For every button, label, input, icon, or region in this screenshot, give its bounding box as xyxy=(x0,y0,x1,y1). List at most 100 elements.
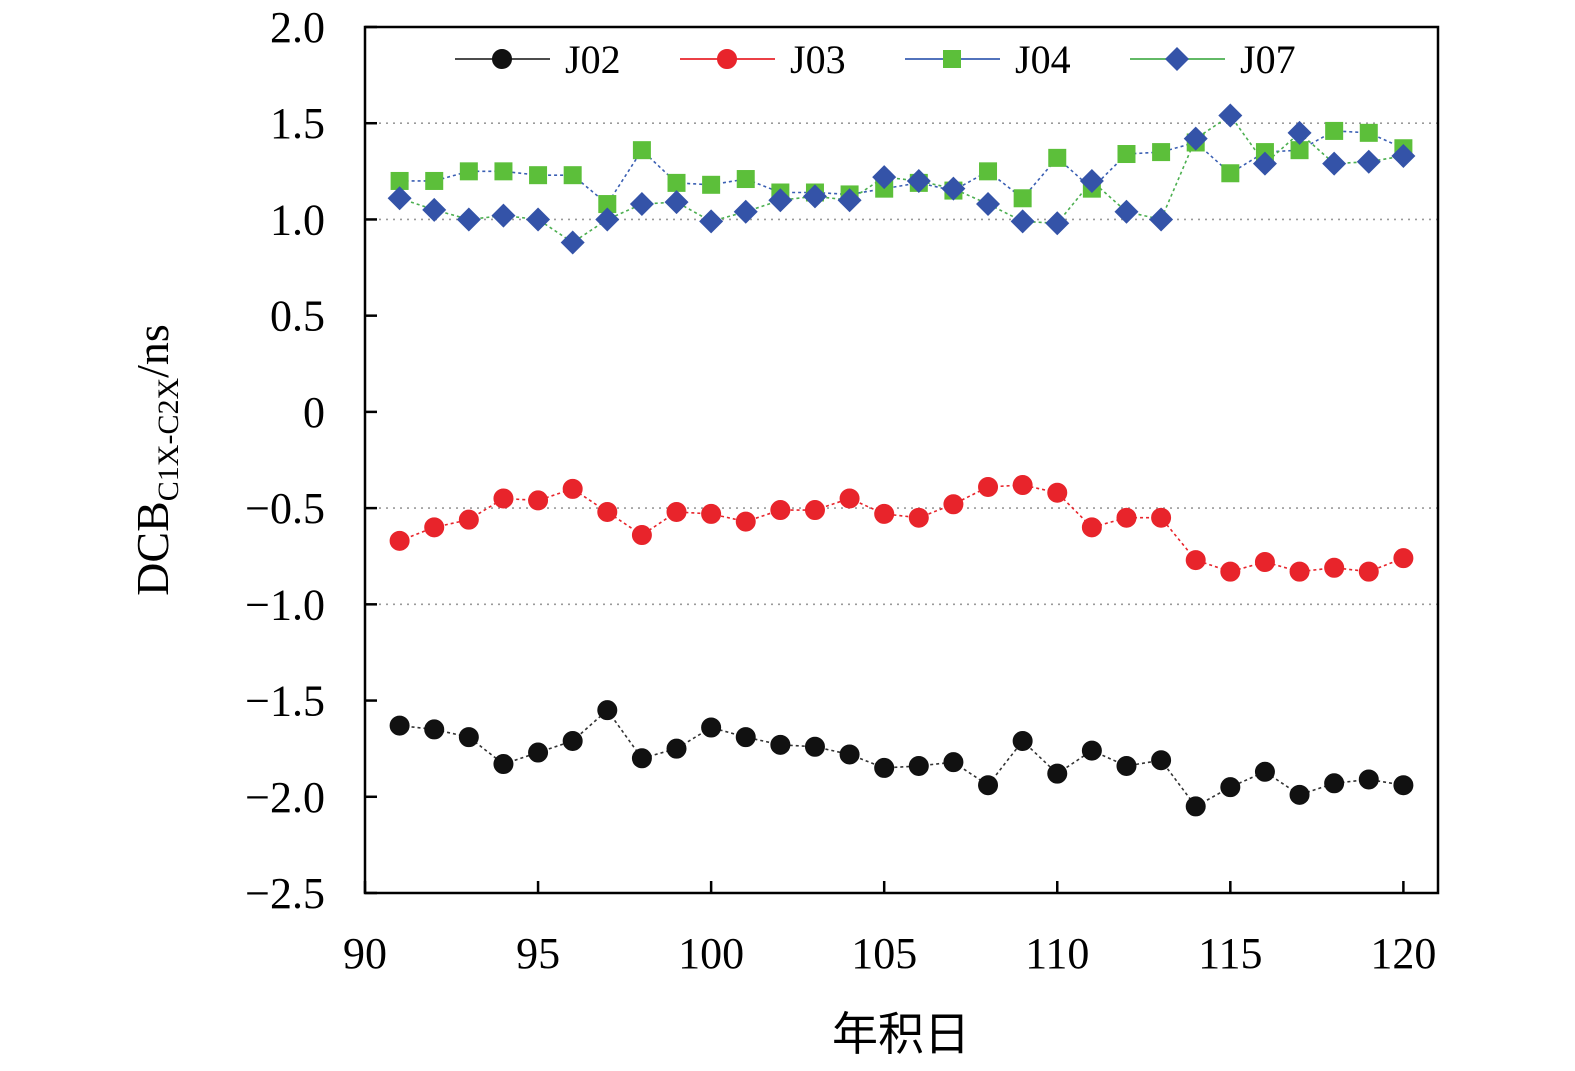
data-point-j02 xyxy=(389,715,410,736)
legend: J02 J03 J04 J07 xyxy=(455,37,1296,82)
series-line-j03 xyxy=(399,484,1404,573)
data-point-j02 xyxy=(1116,755,1137,776)
data-point-j03 xyxy=(770,500,791,521)
data-point-j02 xyxy=(874,757,895,778)
data-point-j07 xyxy=(422,197,447,222)
data-point-j04 xyxy=(563,166,582,185)
data-point-j02 xyxy=(562,730,583,751)
y-axis-title: DCBC1X-C2X/ns xyxy=(127,324,185,596)
data-point-j03 xyxy=(1151,507,1172,528)
data-point-j02 xyxy=(597,700,618,721)
series-line-j04 xyxy=(399,130,1404,206)
data-point-j04 xyxy=(736,170,755,189)
data-point-j04 xyxy=(1152,143,1171,162)
y-axis-title-base: DCB xyxy=(127,501,178,596)
y-tick-label: 0.5 xyxy=(270,292,325,341)
legend-label-j03: J03 xyxy=(790,37,846,82)
x-tick-label: 105 xyxy=(851,929,917,978)
data-point-j02 xyxy=(458,727,479,748)
y-tick-label: −2.5 xyxy=(245,869,325,918)
data-point-j02 xyxy=(424,719,445,740)
data-point-j04 xyxy=(529,166,548,185)
data-point-j07 xyxy=(629,192,654,217)
y-tick-label: 0 xyxy=(303,388,325,437)
data-point-j07 xyxy=(1287,120,1312,145)
x-tick-label: 100 xyxy=(678,929,744,978)
data-point-j02 xyxy=(1185,796,1206,817)
y-axis-title-suffix: /ns xyxy=(127,324,178,378)
data-point-j03 xyxy=(735,511,756,532)
x-tick-label: 120 xyxy=(1370,929,1436,978)
data-point-j03 xyxy=(424,517,445,538)
legend-marker-j04 xyxy=(943,50,961,68)
data-point-j03 xyxy=(908,507,929,528)
data-point-j02 xyxy=(1220,777,1241,798)
data-point-j02 xyxy=(1393,775,1414,796)
data-point-j07 xyxy=(1114,199,1139,224)
legend-label-j07: J07 xyxy=(1240,37,1296,82)
data-point-j02 xyxy=(1324,773,1345,794)
x-tick-label: 90 xyxy=(343,929,387,978)
data-point-j04 xyxy=(1221,164,1240,183)
data-point-j04 xyxy=(1290,141,1309,160)
data-point-j02 xyxy=(1012,730,1033,751)
data-point-j03 xyxy=(389,530,410,551)
data-point-j02 xyxy=(631,748,652,769)
data-point-j04 xyxy=(390,171,409,190)
y-tick-label: −1.0 xyxy=(245,580,325,629)
y-axis-title-subscript: C1X-C2X xyxy=(152,378,185,502)
plot-frame xyxy=(363,25,1440,895)
data-point-j03 xyxy=(1289,561,1310,582)
x-tick-label: 110 xyxy=(1025,929,1089,978)
legend-marker-j03 xyxy=(717,49,737,69)
data-point-j02 xyxy=(1289,784,1310,805)
data-point-j04 xyxy=(632,141,651,160)
data-point-j07 xyxy=(595,207,620,232)
data-point-j07 xyxy=(1252,151,1277,176)
data-point-j03 xyxy=(528,490,549,511)
legend-label-j04: J04 xyxy=(1015,37,1071,82)
data-point-j07 xyxy=(560,230,585,255)
data-point-j02 xyxy=(1358,769,1379,790)
data-point-j02 xyxy=(804,736,825,757)
data-point-j02 xyxy=(1047,763,1068,784)
data-point-j07 xyxy=(941,176,966,201)
data-point-j02 xyxy=(735,727,756,748)
data-point-j02 xyxy=(493,754,514,775)
data-point-j04 xyxy=(1013,189,1032,208)
data-point-j04 xyxy=(702,175,721,194)
axis-ticks: 2.0 1.5 1.0 0.5 0 −0.5 −1.0 −1.5 −2.0 −2.5 90 95 100… xyxy=(245,3,1436,978)
data-point-j07 xyxy=(699,209,724,234)
data-point-j04 xyxy=(1325,121,1344,140)
x-axis-title: 年积日 xyxy=(832,1009,970,1060)
y-tick-label: −1.5 xyxy=(245,677,325,726)
series-line-j07 xyxy=(399,114,1404,244)
data-point-j03 xyxy=(493,488,514,509)
data-point-j03 xyxy=(1324,557,1345,578)
data-point-j07 xyxy=(1149,207,1174,232)
data-point-j02 xyxy=(1254,761,1275,782)
data-point-j02 xyxy=(770,734,791,755)
data-point-j03 xyxy=(839,488,860,509)
y-tick-label: 1.5 xyxy=(270,99,325,148)
data-point-j07 xyxy=(456,207,481,232)
data-point-j02 xyxy=(666,738,687,759)
data-point-j07 xyxy=(387,186,412,211)
y-tick-label: −0.5 xyxy=(245,484,325,533)
data-point-j04 xyxy=(459,162,478,181)
data-point-j04 xyxy=(979,162,998,181)
data-point-j03 xyxy=(1358,561,1379,582)
data-point-j04 xyxy=(667,173,686,192)
data-point-j02 xyxy=(839,744,860,765)
data-point-j04 xyxy=(425,171,444,190)
data-point-j07 xyxy=(837,188,862,213)
data-point-j07 xyxy=(491,203,516,228)
data-point-j03 xyxy=(631,525,652,546)
data-point-j07 xyxy=(768,188,793,213)
data-point-j04 xyxy=(1117,145,1136,164)
data-point-j02 xyxy=(978,775,999,796)
data-point-j04 xyxy=(1048,148,1067,167)
y-tick-label: 1.0 xyxy=(270,195,325,244)
data-point-j07 xyxy=(526,207,551,232)
